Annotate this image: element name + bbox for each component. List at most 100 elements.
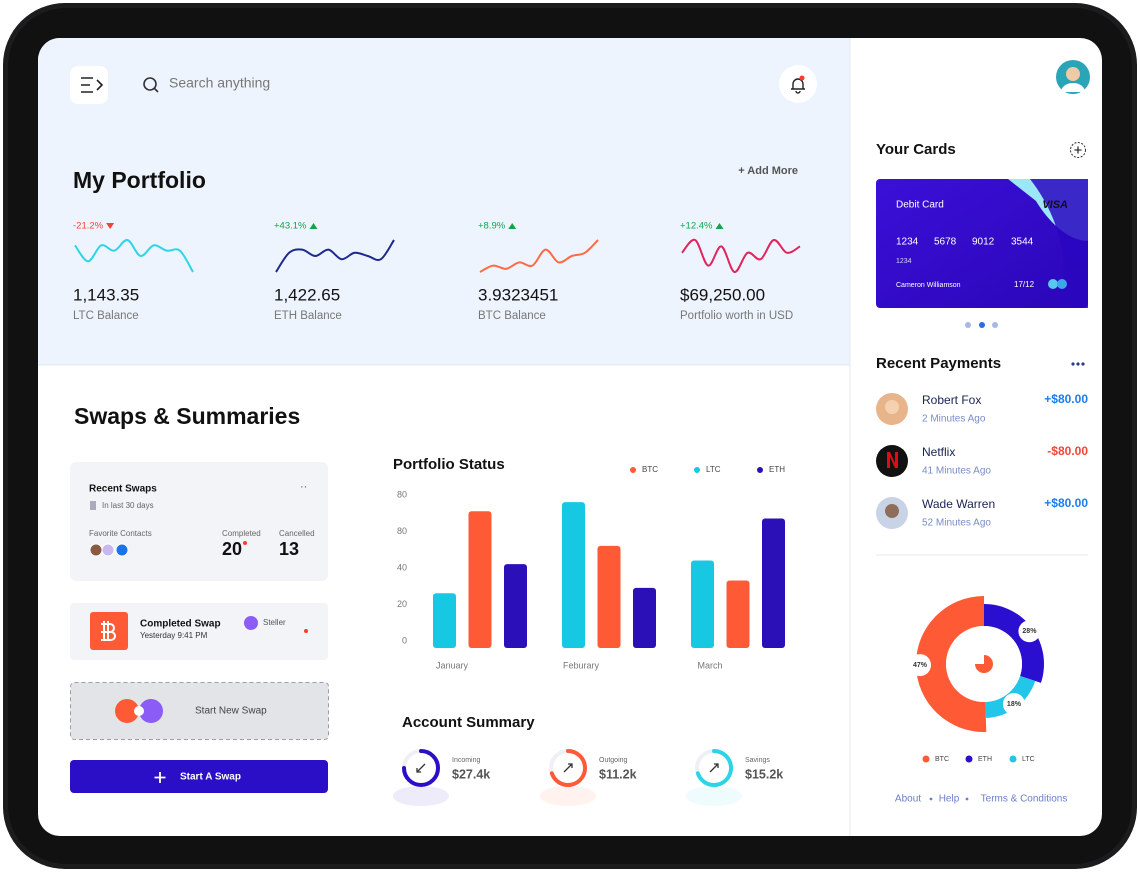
footer-link[interactable]: Help xyxy=(939,794,960,805)
card-brand: VISA xyxy=(1042,199,1068,211)
balance-value: 1,422.65 xyxy=(274,285,340,304)
completed-label: Completed xyxy=(222,529,261,538)
y-tick-label: 80 xyxy=(397,526,407,536)
balance-value: 3.9323451 xyxy=(478,285,558,304)
contact-avatar[interactable] xyxy=(115,543,129,557)
start-new-swap: Start New Swap xyxy=(195,706,267,717)
legend-swatch xyxy=(756,466,764,474)
summary-label: Incoming xyxy=(452,757,481,764)
sparkline xyxy=(479,239,599,273)
payment-amount: +$80.00 xyxy=(1044,496,1088,510)
card-type: Debit Card xyxy=(896,200,944,211)
footer-link[interactable]: About xyxy=(895,794,921,805)
data-label-bg xyxy=(909,654,932,677)
balance-label: ETH Balance xyxy=(274,310,342,322)
ring-glow xyxy=(686,786,742,806)
netflix-logo xyxy=(887,452,898,468)
search-icon xyxy=(153,87,159,93)
legend-swatch xyxy=(693,466,701,474)
search-input[interactable]: Search anything xyxy=(169,75,270,91)
status-dot xyxy=(243,541,247,545)
payment-name: Netflix xyxy=(922,445,955,459)
add-card-icon xyxy=(1074,146,1082,154)
bar xyxy=(504,564,527,648)
more-icon[interactable]: ·· xyxy=(300,481,307,493)
legend-swatch xyxy=(1009,755,1017,763)
plus-icon xyxy=(154,772,166,783)
footer-link[interactable]: Terms & Conditions xyxy=(981,794,1068,805)
down-arrow xyxy=(106,223,115,229)
carousel-dot[interactable] xyxy=(992,322,998,328)
up-arrow xyxy=(309,223,318,229)
debit-card[interactable] xyxy=(876,179,1088,308)
start-swap-button[interactable] xyxy=(70,760,328,793)
cancelled-count: 13 xyxy=(279,539,299,559)
change-label: +8.9% xyxy=(478,221,506,232)
notification-dot xyxy=(799,75,805,81)
contact-avatar[interactable] xyxy=(101,543,115,557)
data-label: 47% xyxy=(913,662,928,669)
legend-label: BTC xyxy=(642,465,658,474)
payments-list: Robert Fox 2 Minutes Ago +$80.00 Netflix 41 … xyxy=(876,392,1088,529)
start-new-swap-card[interactable] xyxy=(70,682,329,740)
favorite-contacts-label: Favorite Contacts xyxy=(89,529,152,538)
completed-swap-title: Completed Swap xyxy=(140,619,221,630)
sparkline xyxy=(681,238,801,273)
account-summary-title: Account Summary xyxy=(402,714,535,731)
progress-ring xyxy=(402,749,440,787)
card-logo xyxy=(1057,279,1067,289)
legend-label: ETH xyxy=(978,756,992,763)
carousel-dot[interactable] xyxy=(965,322,971,328)
progress-ring xyxy=(695,749,733,787)
search-icon xyxy=(143,77,157,91)
change-label: +43.1% xyxy=(274,221,307,232)
add-more[interactable]: + Add More xyxy=(738,165,798,177)
arrow-icon xyxy=(563,763,573,773)
summary-amount: $27.4k xyxy=(452,767,490,781)
payments-more[interactable] xyxy=(1071,362,1085,366)
card-holder: Cameron Williamson xyxy=(896,282,961,289)
balance-label: Portfolio worth in USD xyxy=(680,310,793,322)
xlm-coin xyxy=(139,699,163,723)
summary-amount: $11.2k xyxy=(599,767,637,781)
carousel-dot[interactable] xyxy=(979,322,985,328)
add-card[interactable] xyxy=(1070,142,1086,158)
balance-label: LTC Balance xyxy=(73,310,139,322)
summary-label: Savings xyxy=(745,757,770,764)
completed-count: 20 xyxy=(222,539,242,559)
legend-swatch xyxy=(965,755,973,763)
ring-glow xyxy=(393,786,449,806)
recent-swaps-period: In last 30 days xyxy=(102,501,154,510)
bar xyxy=(468,511,492,648)
card-number-group: 3544 xyxy=(1011,237,1034,248)
sparkline xyxy=(74,239,194,273)
btc-coin xyxy=(115,699,139,723)
up-arrow xyxy=(508,223,517,229)
contact-avatar[interactable] xyxy=(89,543,103,557)
pie-slice xyxy=(984,604,1044,683)
footer-separator xyxy=(929,797,933,801)
cancelled-label: Cancelled xyxy=(279,529,315,538)
summary-amount: $15.2k xyxy=(745,767,783,781)
ring-glow xyxy=(540,786,596,806)
notification-button[interactable] xyxy=(779,65,817,103)
payment-time: 2 Minutes Ago xyxy=(922,414,986,425)
account-summary: Incoming $27.4k Outgoing $11.2k Savings $15.2… xyxy=(393,749,783,806)
payment-name: Robert Fox xyxy=(922,393,981,407)
pie-slice xyxy=(916,596,987,732)
data-label-bg xyxy=(1002,693,1025,716)
change-label: +12.4% xyxy=(680,221,713,232)
card-logo xyxy=(1048,279,1058,289)
y-tick-label: 20 xyxy=(397,599,407,609)
payment-amount: -$80.00 xyxy=(1047,444,1088,458)
bar xyxy=(433,593,456,648)
summary-label: Outgoing xyxy=(599,757,628,764)
cards-title: Your Cards xyxy=(876,141,956,158)
steller-icon xyxy=(244,616,258,630)
card-number-group: 9012 xyxy=(972,237,995,248)
portfolio-stats: -21.2% 1,143.35 LTC Balance +43.1% 1,422.65 E… xyxy=(73,221,801,322)
legend-swatch xyxy=(922,755,930,763)
balance-value: 1,143.35 xyxy=(73,285,139,304)
x-tick-label: March xyxy=(697,660,722,670)
